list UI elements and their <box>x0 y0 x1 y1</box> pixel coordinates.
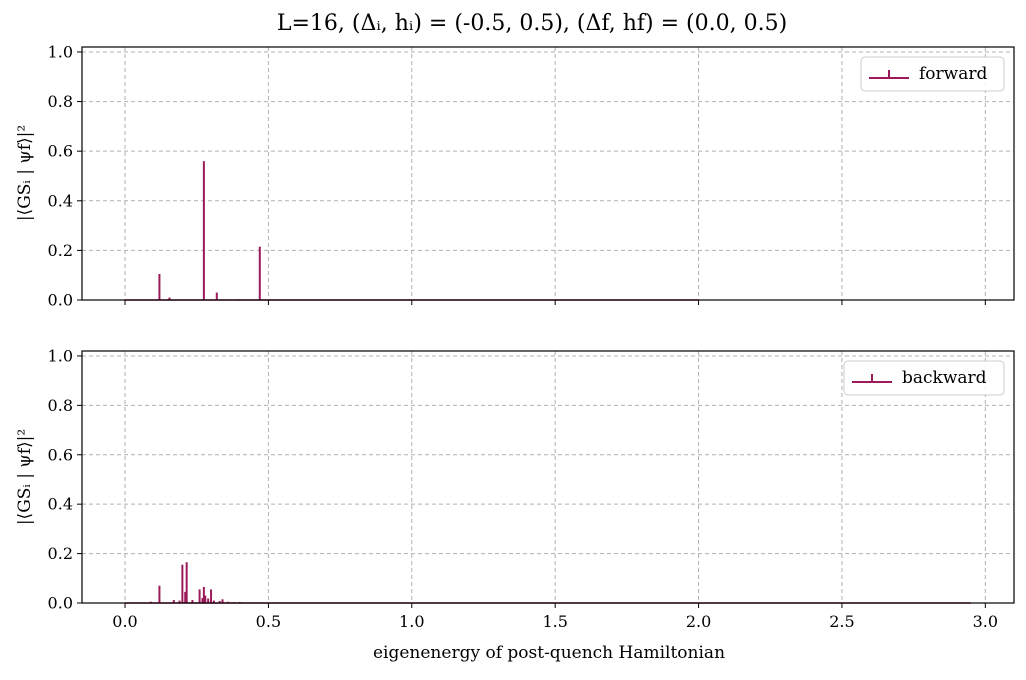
y-tick-label: 0.4 <box>48 495 73 514</box>
x-tick-label: 0.5 <box>256 612 281 631</box>
legend-label: backward <box>902 368 987 388</box>
axes-frame <box>81 350 1015 604</box>
y-tick-label: 0.8 <box>48 92 73 111</box>
x-tick-label: 1.5 <box>542 612 567 631</box>
legend-label: forward <box>919 64 987 84</box>
y-tick-label: 0.4 <box>48 191 73 210</box>
x-tick-label: 0.0 <box>112 612 137 631</box>
x-tick-label: 2.0 <box>686 612 711 631</box>
y-tick-label: 0.0 <box>48 594 73 613</box>
y-tick-label: 0.2 <box>48 544 73 563</box>
y-tick-label: 0.0 <box>48 291 73 310</box>
x-tick-label: 1.0 <box>399 612 424 631</box>
legend: backward <box>843 360 1005 396</box>
y-tick-label: 1.0 <box>48 42 73 61</box>
x-tick-label: 2.5 <box>829 612 854 631</box>
legend: forward <box>860 56 1005 92</box>
y-axis-label: |⟨GSᵢ | ψf⟩|² <box>15 125 35 221</box>
y-axis-label: |⟨GSᵢ | ψf⟩|² <box>15 429 35 525</box>
legend-box <box>860 56 1005 92</box>
x-axis-label: eigenenergy of post-quench Hamiltonian <box>373 643 725 663</box>
chart-title: L=16, (Δᵢ, hᵢ) = (-0.5, 0.5), (Δf, hf) =… <box>277 11 787 36</box>
backward-panel: 0.0 0.2 0.4 0.6 0.8 1.0 0.0 0.5 1.0 1.5 2.0 2.5 3.0 |… <box>15 346 1015 631</box>
axes-frame <box>81 46 1015 301</box>
y-tick-label: 1.0 <box>48 346 73 365</box>
y-tick-label: 0.6 <box>48 445 73 464</box>
x-tick-label: 3.0 <box>973 612 998 631</box>
y-tick-label: 0.6 <box>48 142 73 161</box>
legend-box <box>843 360 1005 396</box>
forward-panel: 0.0 0.2 0.4 0.6 0.8 1.0 |⟨GSᵢ | ψf⟩|² forward <box>15 42 1015 310</box>
y-tick-label: 0.8 <box>48 396 73 415</box>
y-tick-label: 0.2 <box>48 241 73 260</box>
